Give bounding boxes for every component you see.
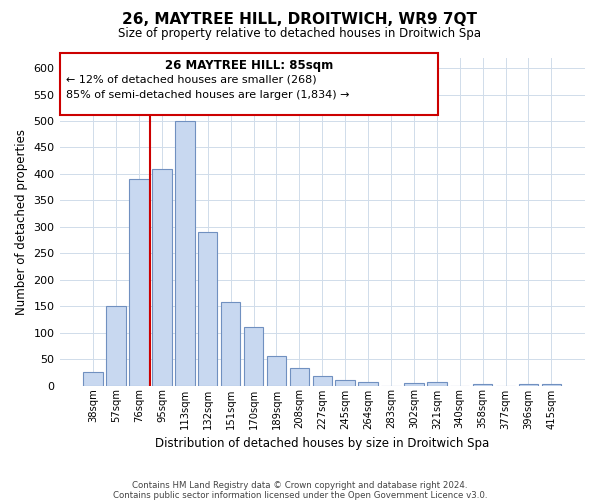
Text: Size of property relative to detached houses in Droitwich Spa: Size of property relative to detached ho…	[119, 28, 482, 40]
X-axis label: Distribution of detached houses by size in Droitwich Spa: Distribution of detached houses by size …	[155, 437, 490, 450]
Bar	[152, 168, 172, 386]
Text: 26 MAYTREE HILL: 85sqm: 26 MAYTREE HILL: 85sqm	[164, 58, 333, 71]
Bar	[473, 384, 493, 386]
Bar	[244, 328, 263, 386]
Bar	[221, 302, 241, 386]
Text: Contains HM Land Registry data © Crown copyright and database right 2024.: Contains HM Land Registry data © Crown c…	[132, 481, 468, 490]
Bar	[542, 384, 561, 386]
Text: 26, MAYTREE HILL, DROITWICH, WR9 7QT: 26, MAYTREE HILL, DROITWICH, WR9 7QT	[122, 12, 478, 28]
Bar	[290, 368, 309, 386]
Bar	[335, 380, 355, 386]
Text: 85% of semi-detached houses are larger (1,834) →: 85% of semi-detached houses are larger (…	[65, 90, 349, 100]
Text: Contains public sector information licensed under the Open Government Licence v3: Contains public sector information licen…	[113, 491, 487, 500]
Text: ← 12% of detached houses are smaller (268): ← 12% of detached houses are smaller (26…	[65, 75, 316, 85]
Bar	[313, 376, 332, 386]
Bar	[198, 232, 217, 386]
Bar	[358, 382, 378, 386]
Bar	[106, 306, 126, 386]
Bar	[427, 382, 446, 386]
Bar	[83, 372, 103, 386]
Bar	[175, 121, 194, 386]
Bar	[129, 179, 149, 386]
Bar	[267, 356, 286, 386]
Y-axis label: Number of detached properties: Number of detached properties	[15, 128, 28, 314]
Bar	[404, 383, 424, 386]
Bar	[519, 384, 538, 386]
